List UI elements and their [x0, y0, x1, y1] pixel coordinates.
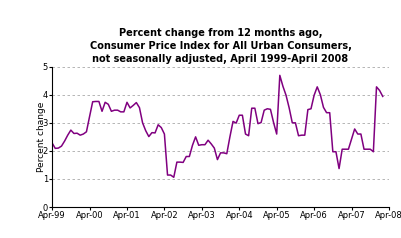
Title: Percent change from 12 months ago,
Consumer Price Index for All Urban Consumers,: Percent change from 12 months ago, Consu… — [89, 28, 352, 64]
Y-axis label: Percent change: Percent change — [37, 102, 46, 172]
